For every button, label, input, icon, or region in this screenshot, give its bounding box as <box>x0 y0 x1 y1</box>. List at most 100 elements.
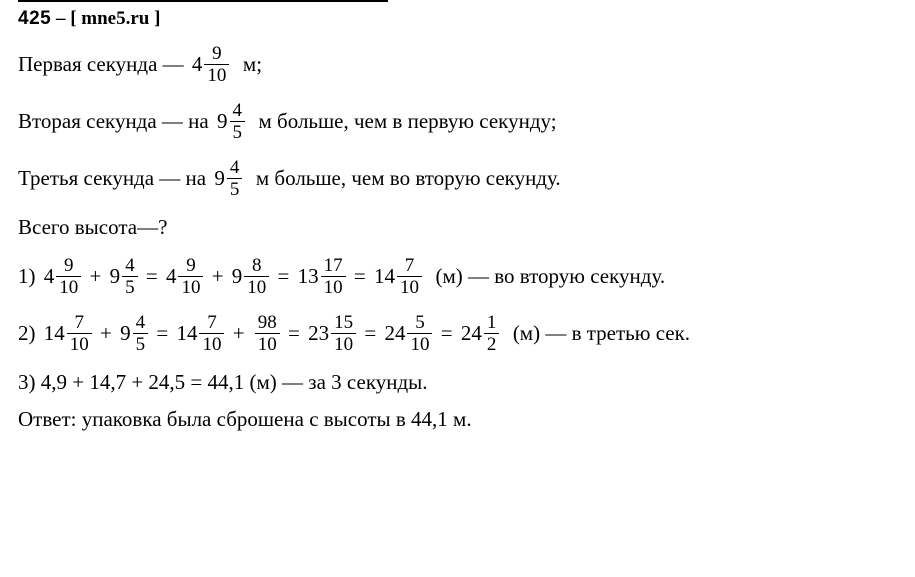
fraction: 710 <box>397 256 422 297</box>
text: = <box>151 321 173 346</box>
mixed-fraction: 4 910 <box>166 256 204 297</box>
whole: 4 <box>166 264 179 289</box>
numerator: 9 <box>61 256 77 276</box>
whole: 9 <box>217 109 230 134</box>
text: + <box>95 321 117 346</box>
whole: 9 <box>232 264 245 289</box>
denominator: 5 <box>122 276 138 297</box>
whole: 23 <box>308 321 331 346</box>
denominator: 5 <box>133 333 149 354</box>
text: Всего высота—? <box>18 215 167 240</box>
fraction: 4 5 <box>227 158 243 199</box>
text: м; <box>232 52 262 77</box>
text: + <box>206 264 228 289</box>
mixed-fraction: 9 45 <box>110 256 138 297</box>
numerator: 9 <box>183 256 199 276</box>
text: 1) <box>18 264 41 289</box>
text: 2) <box>18 321 41 346</box>
given-line-2: Вторая секунда — на 9 4 5 м больше, чем … <box>18 101 897 142</box>
solution-step-3: 3) 4,9 + 14,7 + 24,5 = 44,1 (м) — за 3 с… <box>18 370 897 395</box>
whole: 9 <box>214 166 227 191</box>
fraction: 45 <box>133 313 149 354</box>
mixed-fraction: 9810 <box>253 313 280 354</box>
numerator: 15 <box>331 313 356 333</box>
numerator: 4 <box>133 313 149 333</box>
numerator: 5 <box>412 313 428 333</box>
denominator: 10 <box>178 276 203 297</box>
numerator: 1 <box>484 313 500 333</box>
denominator: 10 <box>244 276 269 297</box>
text: 3) 4,9 + 14,7 + 24,5 = 44,1 (м) — за 3 с… <box>18 370 428 395</box>
denominator: 10 <box>204 64 229 85</box>
header-dash: – <box>51 8 70 29</box>
fraction: 1710 <box>321 256 346 297</box>
mixed-fraction: 9 4 5 <box>217 101 245 142</box>
text: = <box>359 321 381 346</box>
denominator: 10 <box>331 333 356 354</box>
denominator: 10 <box>255 333 280 354</box>
whole: 4 <box>44 264 57 289</box>
denominator: 5 <box>230 121 246 142</box>
fraction: 1510 <box>331 313 356 354</box>
denominator: 10 <box>199 333 224 354</box>
fraction: 9 10 <box>204 44 229 85</box>
numerator: 4 <box>122 256 138 276</box>
text: Вторая секунда — на <box>18 109 214 134</box>
mixed-fraction: 9 45 <box>120 313 148 354</box>
numerator: 98 <box>255 313 280 333</box>
whole: 24 <box>384 321 407 346</box>
mixed-fraction: 24 12 <box>461 313 500 354</box>
fraction: 810 <box>244 256 269 297</box>
numerator: 7 <box>72 313 88 333</box>
fraction: 12 <box>484 313 500 354</box>
mixed-fraction: 23 1510 <box>308 313 356 354</box>
fraction: 4 5 <box>230 101 246 142</box>
whole: 13 <box>298 264 321 289</box>
problem-header: 425 – [ mne5.ru ] <box>18 8 897 30</box>
numerator: 7 <box>204 313 220 333</box>
numerator: 17 <box>321 256 346 276</box>
text: (м) — во вторую секунду. <box>425 264 665 289</box>
answer-line: Ответ: упаковка была сброшена с высоты в… <box>18 407 897 432</box>
numerator: 8 <box>249 256 265 276</box>
mixed-fraction: 14 710 <box>374 256 422 297</box>
whole: 9 <box>110 264 123 289</box>
fraction: 710 <box>199 313 224 354</box>
numerator: 4 <box>227 158 243 178</box>
text: = <box>272 264 294 289</box>
problem-number: 425 <box>18 8 51 29</box>
mixed-fraction: 9 810 <box>232 256 270 297</box>
fraction: 510 <box>407 313 432 354</box>
text: Первая секунда — <box>18 52 189 77</box>
solution-step-1: 1) 4 910 + 9 45 = 4 910 + 9 810 = 13 171… <box>18 256 897 297</box>
denominator: 10 <box>407 333 432 354</box>
text: (м) — в третью сек. <box>502 321 690 346</box>
text: = <box>349 264 371 289</box>
given-line-1: Первая секунда — 4 9 10 м; <box>18 44 897 85</box>
mixed-fraction: 24 510 <box>384 313 432 354</box>
text: м больше, чем во вторую секунду. <box>245 166 560 191</box>
site-label: [ mne5.ru ] <box>70 8 160 29</box>
text: м больше, чем в первую секунду; <box>248 109 557 134</box>
text: = <box>141 264 163 289</box>
text: + <box>227 321 249 346</box>
fraction: 45 <box>122 256 138 297</box>
text: = <box>435 321 457 346</box>
solution-step-2: 2) 14 710 + 9 45 = 14 710 + 9810 = 23 15… <box>18 313 897 354</box>
mixed-fraction: 4 910 <box>44 256 82 297</box>
mixed-fraction: 4 9 10 <box>192 44 230 85</box>
denominator: 10 <box>321 276 346 297</box>
numerator: 9 <box>209 44 225 64</box>
fraction: 910 <box>178 256 203 297</box>
denominator: 10 <box>56 276 81 297</box>
text: = <box>283 321 305 346</box>
fraction: 910 <box>56 256 81 297</box>
text: + <box>84 264 106 289</box>
whole: 9 <box>120 321 133 346</box>
whole: 14 <box>374 264 397 289</box>
whole: 14 <box>176 321 199 346</box>
mixed-fraction: 13 1710 <box>298 256 346 297</box>
top-rule <box>18 0 388 2</box>
text: Третья секунда — на <box>18 166 211 191</box>
numerator: 4 <box>230 101 246 121</box>
